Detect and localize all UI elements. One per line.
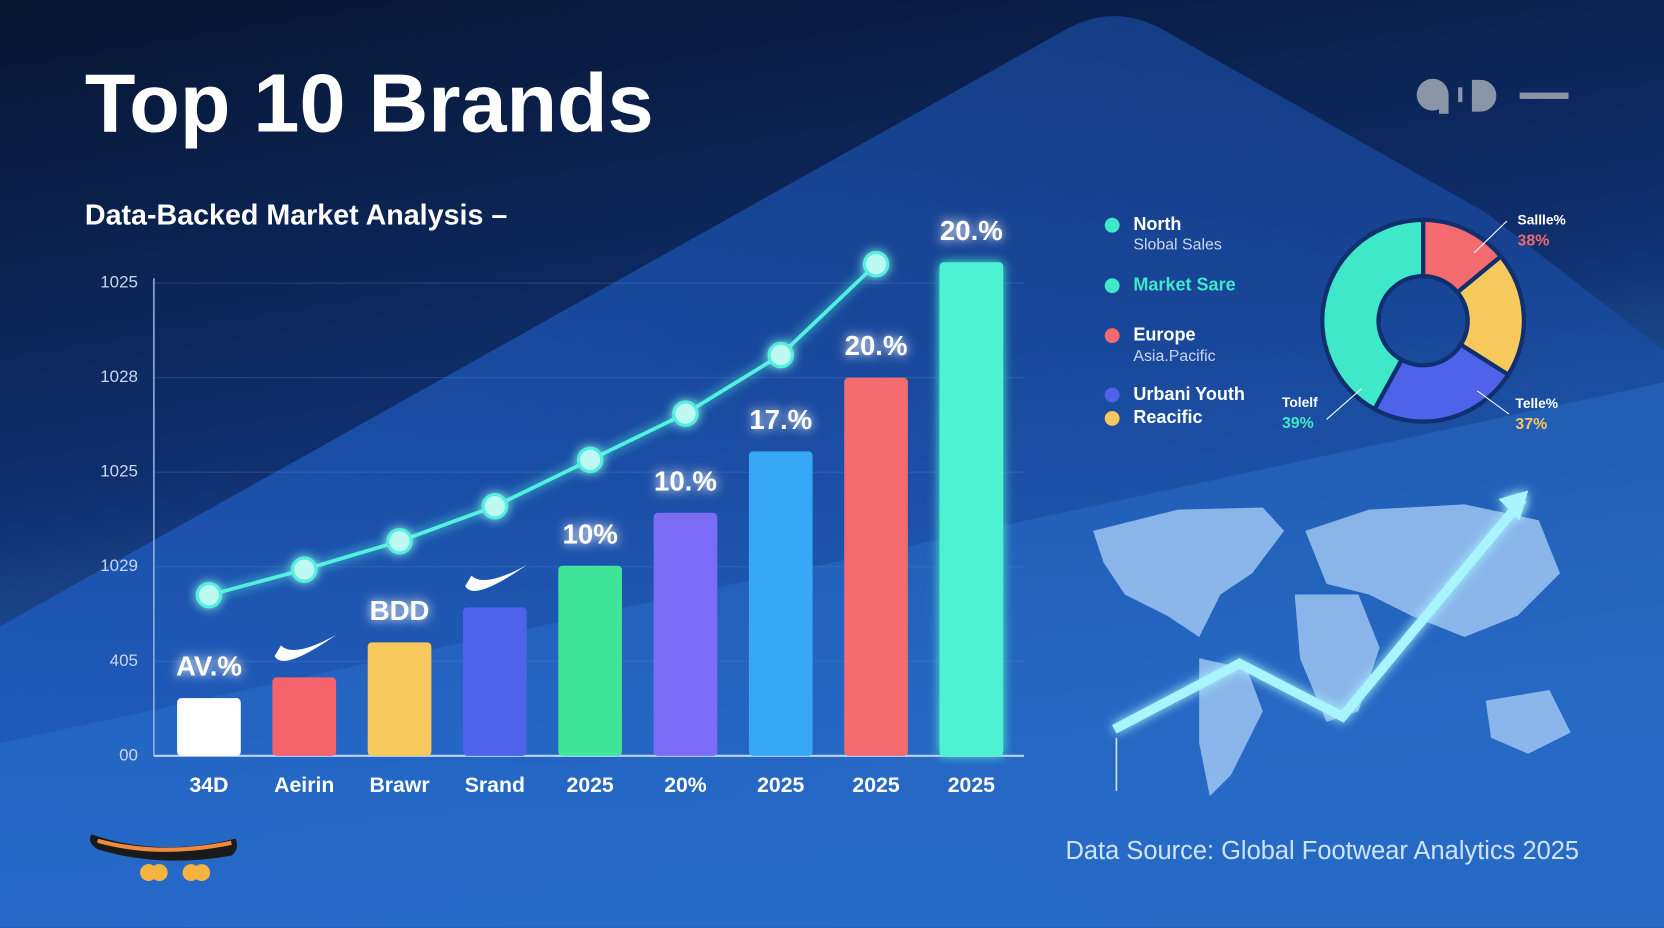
- line-marker: [195, 581, 223, 609]
- x-tick-label: 2025: [852, 774, 899, 797]
- bar: [939, 262, 1004, 756]
- value-label: 10%: [563, 518, 618, 549]
- legend-swatch: [1104, 278, 1120, 294]
- x-tick-label: 34D: [189, 774, 228, 797]
- value-label: BDD: [370, 595, 430, 626]
- legend-label: North: [1133, 214, 1181, 234]
- x-tick-label: Brawr: [369, 774, 429, 797]
- line-marker: [290, 556, 318, 583]
- trend-arrow-head: [1498, 490, 1529, 521]
- value-label: 20.%: [940, 215, 1003, 246]
- value-label: AV.%: [176, 651, 242, 682]
- line-marker: [672, 400, 699, 427]
- x-tick-label: 2025: [948, 774, 995, 797]
- callout-line: [1326, 388, 1362, 420]
- line-marker: [862, 250, 890, 278]
- logo: [1416, 78, 1569, 114]
- x-tick-label: Aeirin: [274, 774, 334, 797]
- legend-swatch: [1104, 328, 1120, 344]
- value-label: 20.%: [845, 330, 908, 361]
- legend-label: Urbani Youth: [1133, 384, 1245, 404]
- bar: [558, 565, 622, 756]
- callout-line: [1476, 390, 1510, 415]
- title: Top 10 Brands: [85, 56, 654, 149]
- y-tick-label: 405: [110, 651, 138, 670]
- line-marker: [386, 527, 413, 555]
- x-tick-label: 2025: [757, 774, 804, 797]
- y-tick-label: 1028: [100, 367, 138, 386]
- x-tick-label: 2025: [567, 774, 614, 797]
- x-tick-label: 20%: [664, 774, 707, 797]
- legend-swatch: [1104, 387, 1120, 403]
- y-tick-label: 00: [119, 745, 138, 764]
- callout-value: 37%: [1515, 416, 1547, 433]
- bar: [844, 377, 908, 756]
- pie-slice: [1320, 217, 1426, 412]
- pie-slice: [1371, 341, 1512, 424]
- pie-slice: [1454, 253, 1527, 378]
- value-label: 10.%: [654, 465, 717, 496]
- skateboard: [90, 834, 238, 882]
- legend-label: Market Sare: [1133, 274, 1235, 294]
- line-marker: [767, 341, 795, 369]
- brand-icon: [274, 634, 337, 661]
- legend-swatch: [1104, 410, 1120, 426]
- value-label: 17.%: [749, 404, 812, 435]
- callout-title: Tolelf: [1282, 395, 1318, 410]
- trend-arrow: [1112, 495, 1527, 734]
- bar: [463, 607, 527, 756]
- line-marker: [576, 446, 604, 474]
- x-tick-label: Srand: [465, 774, 525, 797]
- callout-title: Sallle%: [1518, 213, 1566, 228]
- line: [208, 262, 878, 597]
- callout-value: 38%: [1518, 232, 1550, 249]
- line-marker: [481, 492, 509, 520]
- subtitle: Data-Backed Market Analysis –: [85, 199, 507, 231]
- bar: [653, 512, 718, 756]
- callout-line: [1473, 220, 1508, 254]
- legend-swatch: [1104, 217, 1120, 233]
- legend-label: Europe: [1133, 324, 1195, 344]
- brand-icon: [465, 564, 527, 591]
- callout-value: 39%: [1282, 415, 1314, 432]
- bar: [272, 677, 337, 756]
- y-tick-label: 1029: [100, 556, 138, 575]
- bar: [177, 698, 241, 756]
- legend-label: Reacific: [1133, 407, 1202, 427]
- bar: [367, 642, 432, 756]
- y-tick-label: 1025: [100, 462, 138, 481]
- bar: [748, 451, 813, 756]
- callout-title: Telle%: [1515, 396, 1558, 411]
- legend-sublabel: Asia.Pacific: [1133, 348, 1215, 365]
- y-tick-label: 1025: [100, 273, 138, 292]
- legend-sublabel: Slobal Sales: [1133, 237, 1221, 254]
- source: Data Source: Global Footwear Analytics 2…: [1066, 837, 1580, 865]
